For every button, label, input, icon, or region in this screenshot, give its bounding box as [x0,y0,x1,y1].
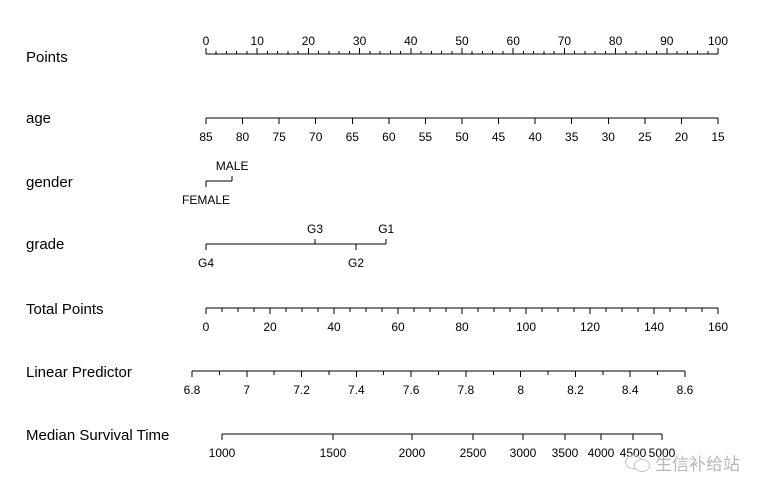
tick-label: 70 [309,130,323,144]
tick-label: 25 [638,130,652,144]
tick-label: 3000 [510,446,537,460]
row-label-age: age [26,110,51,127]
tick-label: 30 [602,130,616,144]
tick-label: 7.6 [403,383,420,397]
level-label: G4 [198,256,214,270]
tick-label: 140 [644,320,664,334]
tick-label: 50 [455,34,469,48]
total-points-axis: 0 20 40 60 80 100 120 140 160 [203,307,728,334]
row-label-grade: grade [26,236,64,253]
tick-label: 10 [251,34,265,48]
gender-axis: FEMALE MALE [182,159,248,207]
tick-label: 2500 [460,446,487,460]
tick-label: 8.2 [567,383,584,397]
watermark-text: 生信补给站 [655,455,740,475]
tick-label: 0 [203,34,210,48]
tick-label: 40 [528,130,542,144]
level-label: G2 [348,256,364,270]
tick-label: 120 [580,320,600,334]
tick-label: 8.4 [622,383,639,397]
tick-label: 50 [455,130,469,144]
tick-label: 3500 [552,446,579,460]
tick-label: 0 [203,320,210,334]
tick-label: 6.8 [184,383,201,397]
tick-label: 20 [675,130,689,144]
tick-label: 7.2 [293,383,310,397]
row-label-linear-predictor: Linear Predictor [26,364,132,381]
tick-label: 1500 [320,446,347,460]
tick-label: 30 [353,34,367,48]
wechat-icon [625,453,651,473]
median-survival-time-axis: 1000 1500 2000 2500 3000 3500 4000 4500 5000 [209,433,676,460]
tick-label: 40 [404,34,418,48]
age-axis: 85 80 75 70 65 60 55 50 45 40 35 30 25 20 15 [199,117,725,144]
tick-label: 20 [263,320,277,334]
tick-label: 2000 [399,446,426,460]
row-label-total-points: Total Points [26,301,104,318]
tick-label: 7 [243,383,250,397]
tick-label: 80 [455,320,469,334]
tick-label: 7.8 [458,383,475,397]
tick-label: 80 [236,130,250,144]
row-label-points: Points [26,49,68,66]
tick-label: 85 [199,130,213,144]
tick-label: 15 [711,130,725,144]
tick-label: 45 [492,130,506,144]
row-label-gender: gender [26,174,73,191]
row-label-median-survival-time: Median Survival Time [26,427,169,444]
tick-label: 55 [419,130,433,144]
tick-label: 75 [272,130,286,144]
points-axis: 0 10 20 30 40 50 60 70 80 90 100 [203,34,728,55]
tick-label: 160 [708,320,728,334]
tick-label: 60 [391,320,405,334]
tick-label: 35 [565,130,579,144]
watermark: 生信补给站 [625,450,740,475]
linear-predictor-axis: 6.8 7 7.2 7.4 7.6 7.8 8 8.2 8.4 8.6 [184,370,694,397]
grade-axis: G4 G3 G2 G1 [198,222,395,270]
level-label: G1 [378,222,394,236]
tick-label: 65 [346,130,360,144]
tick-label: 100 [708,34,728,48]
level-label: G3 [307,222,323,236]
tick-label: 60 [382,130,396,144]
tick-label: 8.6 [677,383,694,397]
tick-label: 20 [302,34,316,48]
tick-label: 5000 [649,446,676,460]
tick-label: 7.4 [348,383,365,397]
tick-label: 90 [660,34,674,48]
tick-label: 60 [507,34,521,48]
tick-label: 4000 [588,446,615,460]
level-label: FEMALE [182,193,230,207]
tick-label: 70 [558,34,572,48]
tick-label: 100 [516,320,536,334]
tick-label: 80 [609,34,623,48]
tick-label: 8 [517,383,524,397]
tick-label: 1000 [209,446,236,460]
level-label: MALE [216,159,249,173]
tick-label: 40 [327,320,341,334]
